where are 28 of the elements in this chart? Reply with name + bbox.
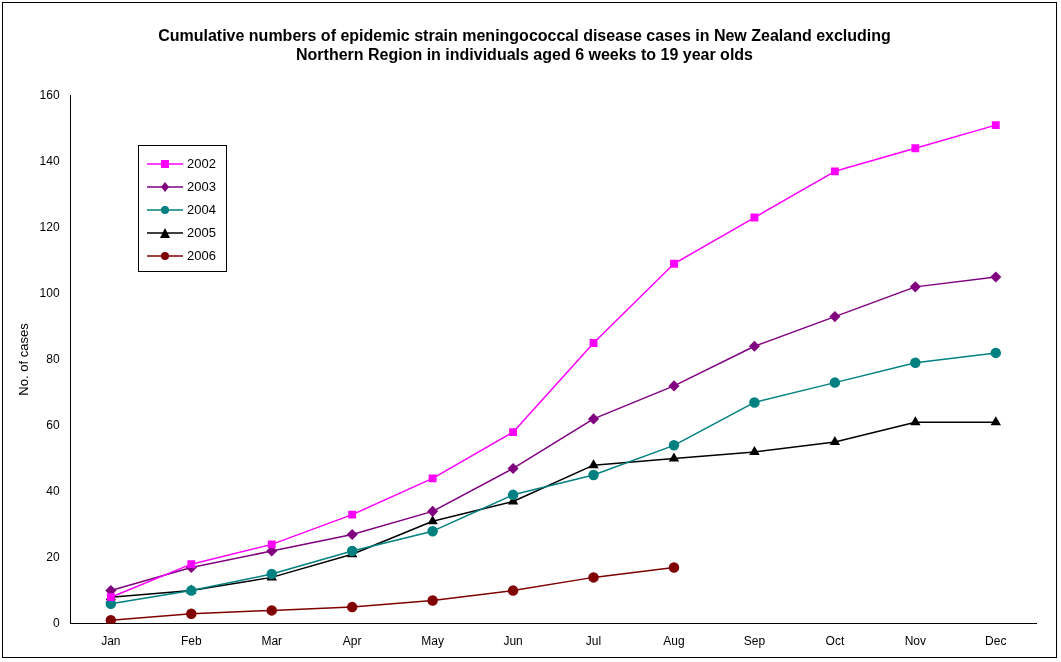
y-tick-label: 40 bbox=[46, 483, 60, 498]
y-tick-label: 160 bbox=[39, 87, 60, 102]
y-tick-label: 20 bbox=[46, 549, 60, 564]
y-tick-label: 80 bbox=[46, 351, 60, 366]
x-tick-label: Jan bbox=[101, 634, 121, 649]
y-tick-label: 100 bbox=[39, 285, 60, 300]
chart-title: Cumulative numbers of epidemic strain meningococcal disease cases in New Zealand excluding Northern Region in individuals aged 6 weeks to 19 year olds bbox=[158, 27, 891, 64]
x-tick-label: Mar bbox=[261, 634, 283, 649]
y-tick-label: 0 bbox=[52, 615, 60, 630]
x-tick-label: Nov bbox=[904, 634, 926, 649]
x-tick-label: Jun bbox=[503, 634, 523, 649]
x-tick-label: Apr bbox=[342, 634, 362, 649]
y-tick-label: 60 bbox=[46, 417, 60, 432]
x-tick-label: Oct bbox=[825, 634, 845, 649]
x-tick-label: Feb bbox=[180, 634, 202, 649]
legend-label: 2005 bbox=[187, 225, 216, 240]
y-axis-title: No. of cases bbox=[16, 322, 32, 396]
legend-label: 2006 bbox=[187, 248, 216, 263]
x-tick-label: Aug bbox=[663, 634, 685, 649]
x-tick-label: May bbox=[421, 634, 444, 649]
legend-label: 2004 bbox=[187, 202, 216, 217]
y-tick-label: 120 bbox=[39, 219, 60, 234]
x-tick-label: Dec bbox=[985, 634, 1007, 649]
x-tick-label: Jul bbox=[585, 634, 602, 649]
x-tick-label: Sep bbox=[743, 634, 766, 649]
legend-label: 2003 bbox=[187, 179, 216, 194]
legend-label: 2002 bbox=[187, 156, 216, 171]
y-tick-label: 140 bbox=[39, 153, 60, 168]
